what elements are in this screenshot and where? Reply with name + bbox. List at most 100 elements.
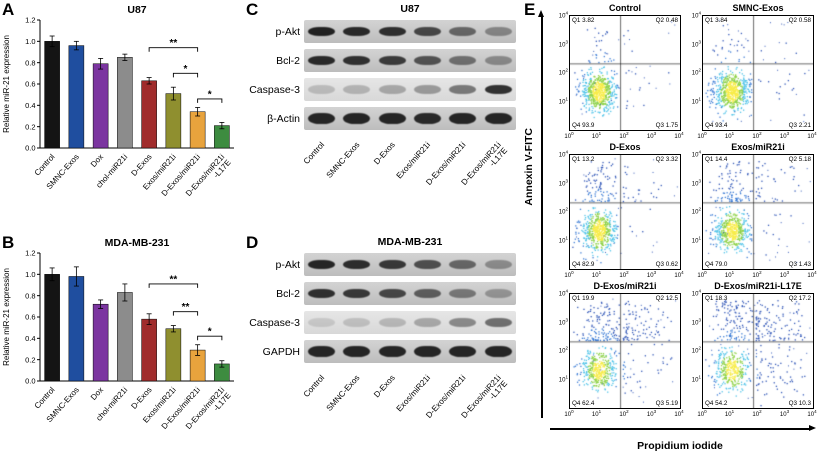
blot-strip <box>304 107 516 130</box>
flow-x-tick-labels: 100 101 102 103 104 <box>697 270 817 280</box>
blot-protein-label: GAPDH <box>262 345 300 358</box>
blot-band <box>414 113 442 124</box>
blot-band <box>343 85 371 94</box>
y-tick-label: 102 <box>691 206 701 216</box>
bar <box>141 80 157 149</box>
quadrant-label-q1: Q1 13.2 <box>572 156 595 163</box>
bar <box>68 45 85 149</box>
panel-letter-e: E <box>524 0 536 19</box>
bar <box>44 274 60 382</box>
significance-bracket <box>172 311 199 316</box>
arrow-up-icon <box>538 10 545 17</box>
flow-y-tick-labels: 104 103 102 101 <box>552 289 569 409</box>
flow-y-axis-label: Annexin V-FITC <box>523 128 535 206</box>
flow-plot-title: Control <box>609 3 641 13</box>
blot-band <box>378 85 406 94</box>
flow-scatter-canvas <box>703 294 813 408</box>
flow-plot-body: 104 103 102 101 Q1 3.82 Q2 0.48 Q4 93.9 Q3 1.75 <box>552 11 681 131</box>
blot-band <box>308 56 336 65</box>
y-tick-label: 1.2 <box>25 249 35 258</box>
blot-band <box>484 113 512 124</box>
significance-label: ** <box>169 274 177 285</box>
quadrant-label-q1: Q1 19.9 <box>572 295 595 302</box>
x-tick-label: 101 <box>591 270 602 279</box>
x-tick-label: 103 <box>779 409 790 418</box>
blot-band <box>414 56 442 65</box>
panel-b-bar-chart-mda-mb-231: B MDA-MB-231 Relative miR-21 expression 0.… <box>0 233 240 465</box>
blot-band <box>449 260 477 269</box>
blot-protein-label: Bcl-2 <box>276 287 300 300</box>
panel-a-bar-chart-u87: A U87 Relative miR-21 expression 0.0 0.2 0.4… <box>0 0 240 232</box>
bar <box>68 276 85 382</box>
lane-label: D-Exos <box>372 140 397 166</box>
quadrant-label-q3: Q3 0.62 <box>655 261 678 268</box>
flow-x-tick-labels: 100 101 102 103 104 <box>697 409 817 419</box>
y-tick-label: 0.0 <box>25 144 35 153</box>
flow-y-tick-labels: 104 103 102 101 <box>552 150 569 270</box>
flow-plot-title: D-Exos/miR21i-L17E <box>714 281 802 291</box>
blot-title-u87: U87 <box>400 3 420 15</box>
blot-band <box>343 346 371 357</box>
blot-band <box>484 27 512 36</box>
bar <box>165 93 182 149</box>
blot-protein-label: Caspase-3 <box>249 83 300 96</box>
flow-plot-title: D-Exos/miR21i <box>593 281 657 291</box>
blot-band <box>308 27 336 36</box>
x-tick-label: 101 <box>724 409 735 418</box>
panel-c-western-blot-u87: C U87 p-Akt Bcl-2 Caspase-3 β-Actin Control… <box>244 0 522 232</box>
x-tick-label: 104 <box>807 270 817 279</box>
y-tick-label: 0.2 <box>25 122 35 131</box>
blot-band <box>343 56 371 65</box>
bar <box>165 328 182 382</box>
flow-plot-box: Q1 18.3 Q2 17.2 Q4 54.2 Q3 10.3 <box>702 293 814 409</box>
blot-band <box>378 289 406 298</box>
lane-label: D-Exos/miR21i-L17E <box>460 373 510 426</box>
blot-band <box>484 289 512 298</box>
y-tick-label: 103 <box>558 178 568 187</box>
x-tick-label: 102 <box>619 131 629 140</box>
blot-band <box>343 113 371 124</box>
y-tick-label: 101 <box>691 235 701 244</box>
blot-band <box>414 85 442 94</box>
blot-row: Bcl-2 <box>244 282 522 305</box>
significance-label: * <box>208 327 212 338</box>
x-tick-label: D-Exos <box>129 152 153 178</box>
y-tick-label: 104 <box>558 288 568 298</box>
x-tick-label: 102 <box>752 409 762 418</box>
quadrant-label-q3: Q3 2.21 <box>788 122 811 129</box>
blot-band <box>308 85 336 94</box>
x-tick-label: 100 <box>564 409 574 418</box>
blot-band <box>414 27 442 36</box>
blot-rows-mda-mb-231: p-Akt Bcl-2 Caspase-3 GAPDH <box>244 253 522 363</box>
significance-label: ** <box>169 38 177 49</box>
x-tick-label: 103 <box>779 270 790 279</box>
x-tick-label: 103 <box>646 131 657 140</box>
blot-band <box>308 318 336 327</box>
significance-bracket <box>197 335 223 341</box>
blot-band <box>378 260 406 269</box>
x-tick-label: 104 <box>807 409 817 418</box>
y-tick-label: 0.6 <box>25 80 35 89</box>
y-tick-label: 101 <box>558 374 568 383</box>
flow-y-tick-labels: 104 103 102 101 <box>685 289 702 409</box>
lane-label: SMNC-Exos <box>325 140 362 179</box>
blot-strip <box>304 20 516 43</box>
quadrant-label-q4: Q4 93.4 <box>705 122 728 129</box>
y-tick-label: 104 <box>558 149 568 159</box>
blot-band <box>343 318 371 327</box>
flow-scatter-canvas <box>570 294 680 408</box>
x-tick-label: Control <box>33 385 57 410</box>
quadrant-label-q3: Q3 1.43 <box>788 261 811 268</box>
y-tick-label: 103 <box>558 317 568 326</box>
blot-band <box>449 318 477 327</box>
y-tick-label: 0.4 <box>25 101 35 110</box>
quadrant-label-q4: Q4 62.4 <box>572 400 595 407</box>
x-tick-label: 104 <box>674 270 684 279</box>
quadrant-label-q3: Q3 5.19 <box>655 400 678 407</box>
quadrant-label-q1: Q1 18.3 <box>705 295 728 302</box>
bar <box>92 63 109 149</box>
y-tick-label: 104 <box>691 149 701 159</box>
quadrant-label-q1: Q1 3.84 <box>705 17 728 24</box>
